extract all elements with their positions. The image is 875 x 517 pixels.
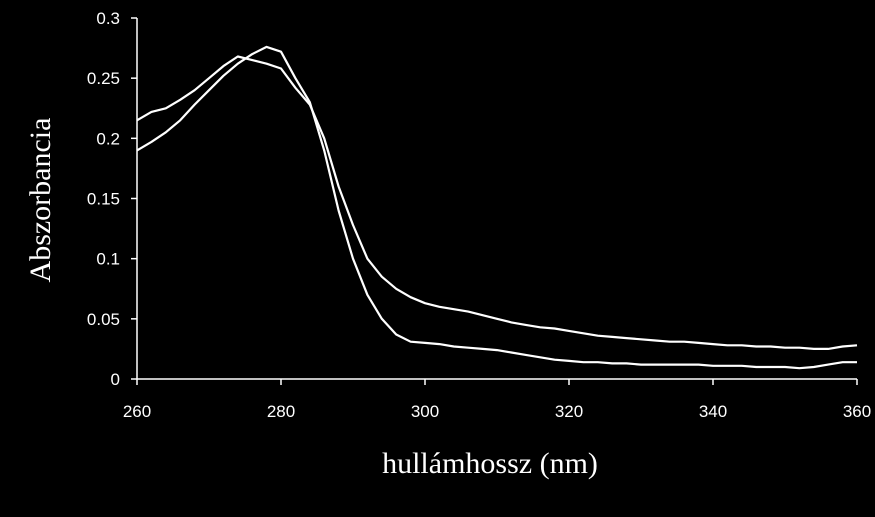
y-tick-label: 0.15 (87, 190, 120, 209)
x-tick-label: 360 (843, 402, 871, 421)
x-tick-label: 280 (267, 402, 295, 421)
x-ticks: 260 280 300 320 340 360 (123, 379, 871, 421)
y-tick-label: 0.2 (96, 129, 120, 148)
y-tick-label: 0.1 (96, 250, 120, 269)
x-axis-title: hullámhossz (nm) (382, 447, 598, 480)
x-tick-label: 320 (555, 402, 583, 421)
y-tick-label: 0.05 (87, 310, 120, 329)
y-tick-label: 0.3 (96, 9, 120, 28)
y-ticks: 0 0.05 0.1 0.15 0.2 0.25 0.3 (87, 9, 137, 389)
x-tick-label: 340 (699, 402, 727, 421)
x-tick-label: 260 (123, 402, 151, 421)
series-line-1 (136, 55, 858, 350)
x-tick-label: 300 (411, 402, 439, 421)
y-tick-label: 0 (111, 370, 120, 389)
series-line-2 (136, 45, 857, 370)
y-axis-title: Abszorbancia (24, 118, 57, 283)
series-lines (136, 45, 858, 370)
y-tick-label: 0.25 (87, 69, 120, 88)
